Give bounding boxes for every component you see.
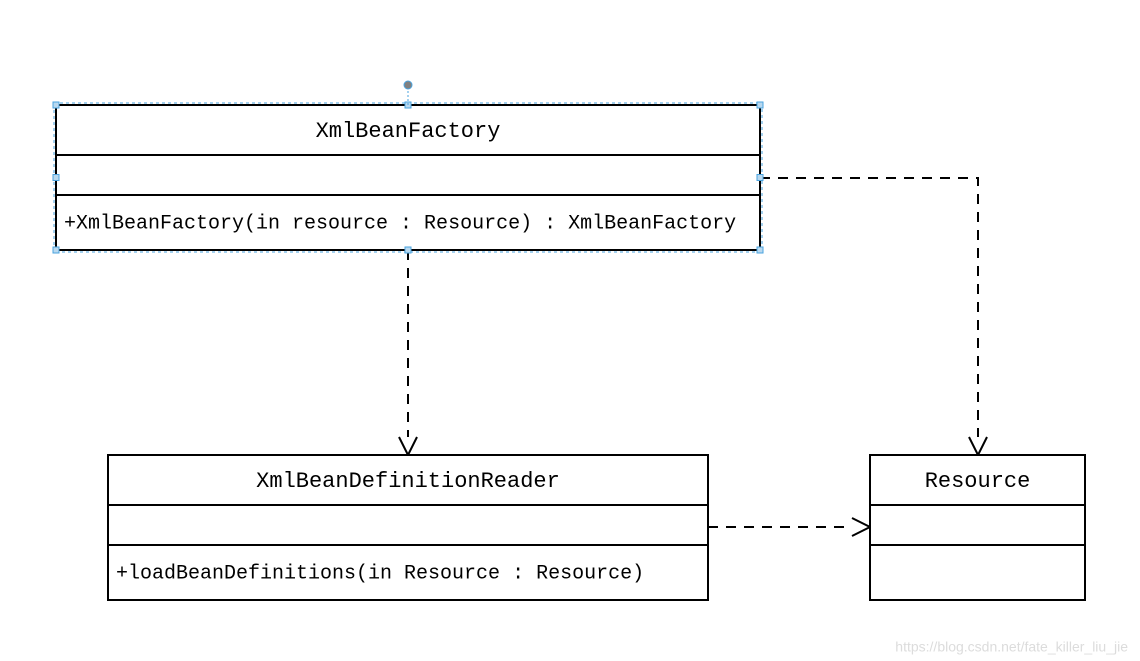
selection-handle[interactable]: [757, 247, 763, 253]
selection-handle[interactable]: [53, 175, 59, 181]
class-method: +loadBeanDefinitions(in Resource : Resou…: [116, 562, 644, 585]
class-name: XmlBeanFactory: [316, 119, 501, 144]
selection-handle[interactable]: [405, 247, 411, 253]
class-xmlBeanFactory[interactable]: XmlBeanFactory +XmlBeanFactory(in resourc…: [53, 81, 763, 253]
class-name: Resource: [925, 469, 1031, 494]
selection-handle[interactable]: [53, 247, 59, 253]
anchor-handle[interactable]: [404, 81, 412, 89]
class-xmlBeanDefinitionReader[interactable]: XmlBeanDefinitionReader +loadBeanDefiniti…: [108, 455, 708, 600]
selection-handle[interactable]: [757, 175, 763, 181]
selection-handle[interactable]: [757, 102, 763, 108]
watermark-text: https://blog.csdn.net/fate_killer_liu_ji…: [895, 639, 1128, 655]
class-resource[interactable]: Resource: [870, 455, 1085, 600]
class-method: +XmlBeanFactory(in resource : Resource) …: [64, 212, 736, 235]
selection-handle[interactable]: [53, 102, 59, 108]
class-name: XmlBeanDefinitionReader: [256, 469, 560, 494]
uml-diagram: XmlBeanFactory +XmlBeanFactory(in resourc…: [0, 0, 1140, 661]
